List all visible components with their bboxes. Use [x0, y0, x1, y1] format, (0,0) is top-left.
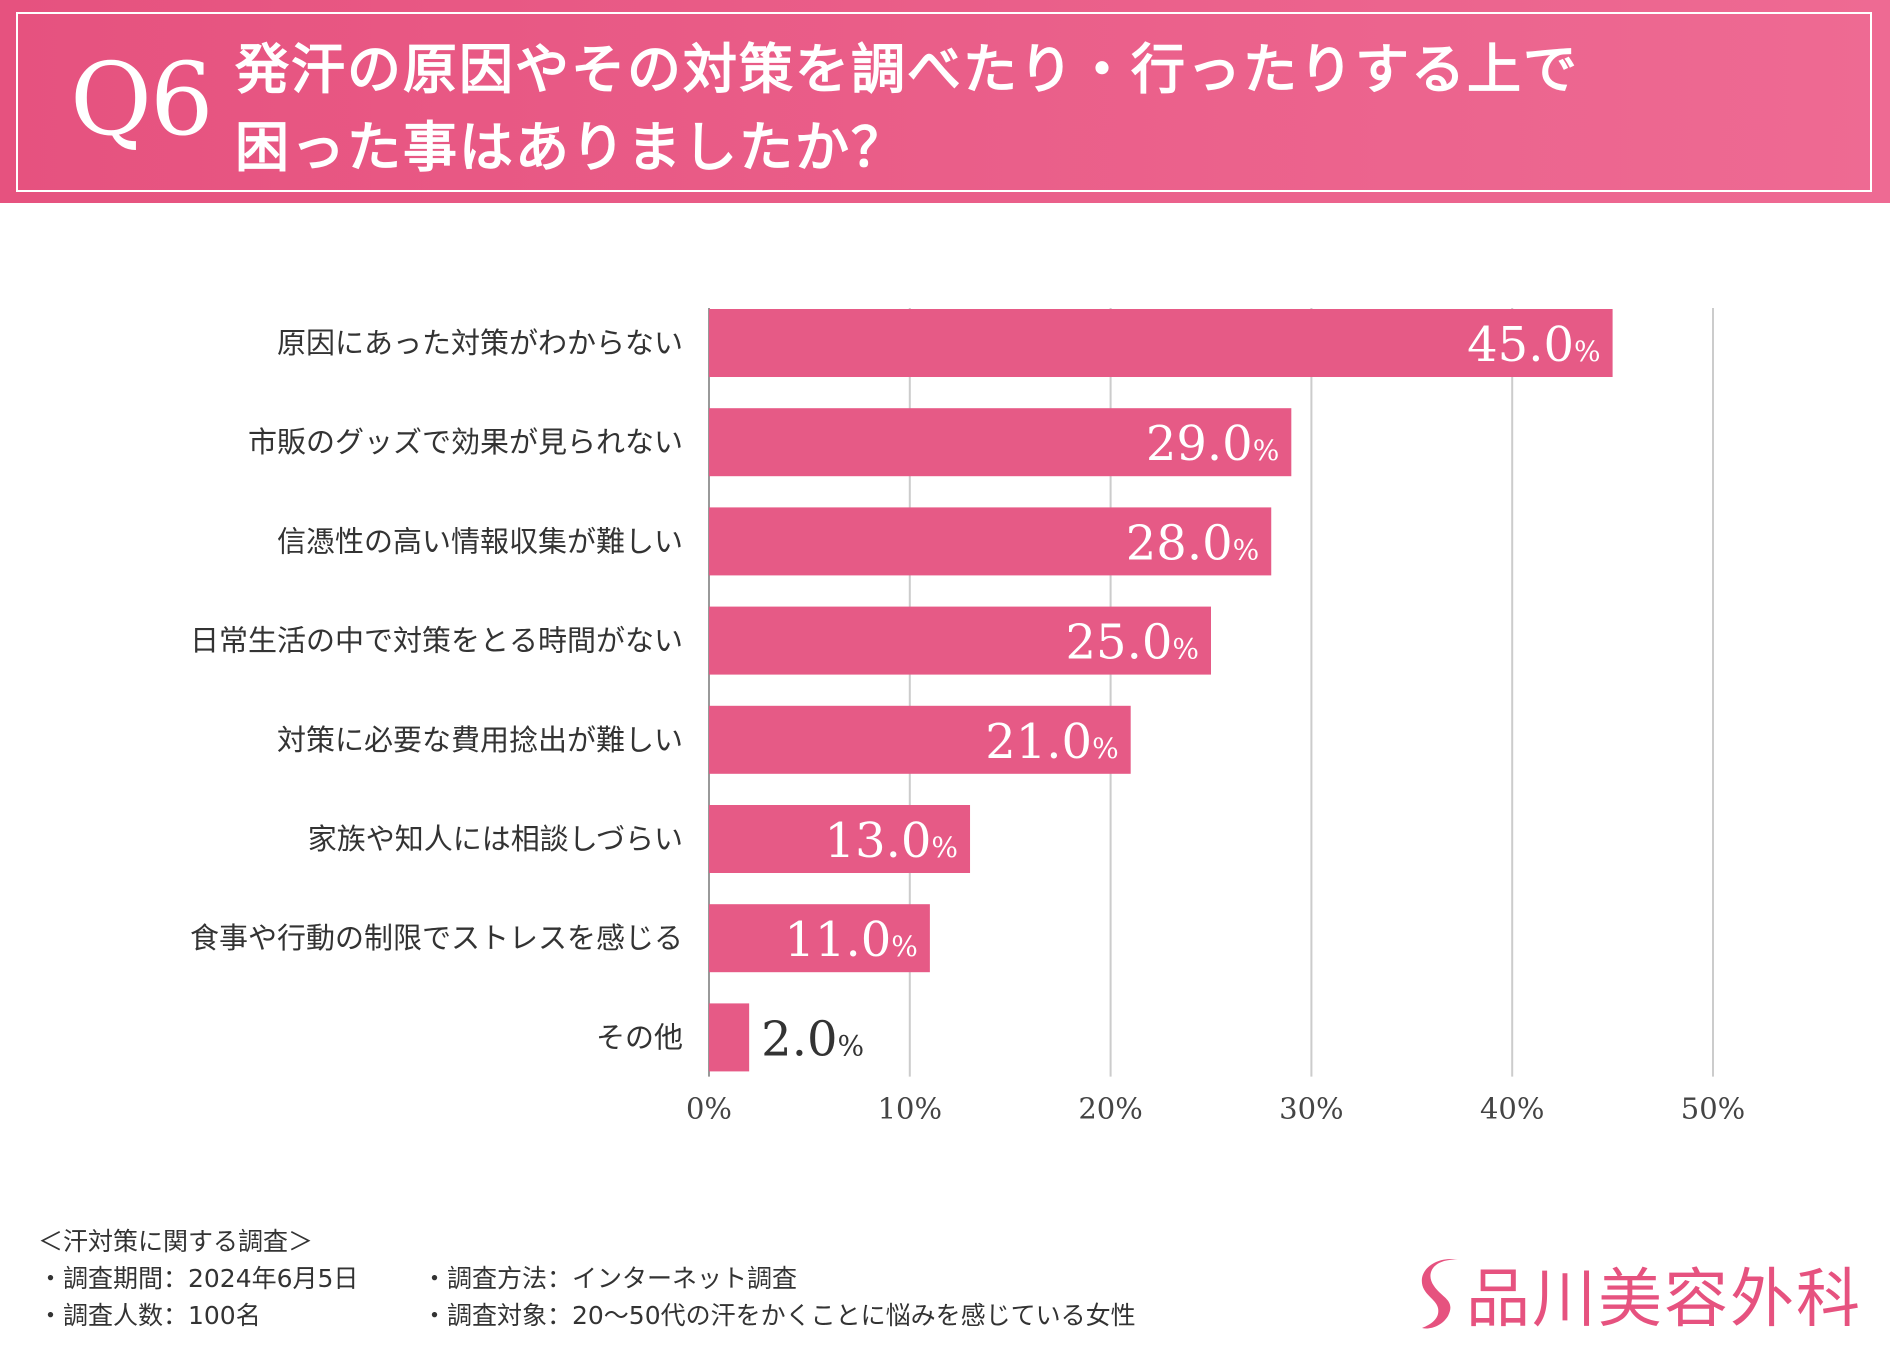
- category-label: 市販のグッズで効果が見られない: [248, 425, 683, 459]
- category-label: 原因にあった対策がわからない: [277, 326, 683, 360]
- question-number: Q6: [70, 41, 214, 158]
- category-label: 対策に必要な費用捻出が難しい: [277, 723, 683, 757]
- survey-period: ・調査期間：2024年6月5日: [38, 1264, 359, 1293]
- bar: [709, 606, 1211, 675]
- bar: [709, 904, 930, 973]
- value-label: 45.0%: [1467, 317, 1600, 373]
- x-tick-label: 40%: [1480, 1092, 1544, 1126]
- category-label: 家族や知人には相談しづらい: [308, 822, 683, 856]
- x-tick-label: 30%: [1279, 1092, 1343, 1126]
- value-label: 28.0%: [1126, 515, 1259, 571]
- category-label: その他: [596, 1020, 683, 1054]
- value-label: 29.0%: [1146, 416, 1279, 472]
- s-swoosh-icon: [1421, 1259, 1458, 1329]
- bar: [709, 408, 1292, 477]
- value-label: 13.0%: [825, 813, 958, 869]
- question-text: 発汗の原因やその対策を調べたり・行ったりする上で 困った事はありましたか？: [235, 30, 1635, 186]
- x-tick-label: 20%: [1078, 1092, 1142, 1126]
- brand-name: 品川美容外科: [1466, 1263, 1862, 1337]
- question-line-2: 困った事はありましたか？: [235, 115, 907, 179]
- value-label: 2.0%: [761, 1011, 864, 1067]
- survey-method: ・調査方法：インターネット調査: [422, 1264, 798, 1293]
- survey-title: ＜汗対策に関する調査＞: [38, 1227, 314, 1256]
- header-banner: Q6 発汗の原因やその対策を調べたり・行ったりする上で 困った事はありましたか？: [0, 0, 1890, 203]
- bar: [709, 705, 1131, 774]
- x-tick-label: 10%: [878, 1092, 942, 1126]
- category-label: 日常生活の中で対策をとる時間がない: [190, 624, 683, 658]
- category-label: 信憑性の高い情報収集が難しい: [277, 524, 683, 558]
- x-tick-label: 0%: [686, 1092, 732, 1126]
- header-frame: [16, 12, 1872, 192]
- question-line-1: 発汗の原因やその対策を調べたり・行ったりする上で: [235, 37, 1579, 101]
- brand-logo: 品川美容外科: [1418, 1248, 1862, 1340]
- bar: [709, 309, 1613, 377]
- survey-target: ・調査対象：20～50代の汗をかくことに悩みを感じている女性: [422, 1301, 1136, 1330]
- value-label: 11.0%: [784, 912, 917, 968]
- survey-count: ・調査人数：100名: [38, 1301, 261, 1330]
- bar-chart: 0% 10% 20% 30% 40% 50% 原因にあった対策がわからない 45.0% 市販のグ…: [190, 308, 1745, 1126]
- bar: [709, 507, 1272, 576]
- bar: [709, 1003, 750, 1072]
- bar: [709, 805, 971, 873]
- category-label: 食事や行動の制限でストレスを感じる: [190, 921, 683, 955]
- x-tick-label: 50%: [1681, 1092, 1745, 1126]
- value-label: 21.0%: [985, 714, 1118, 770]
- value-label: 25.0%: [1066, 615, 1199, 671]
